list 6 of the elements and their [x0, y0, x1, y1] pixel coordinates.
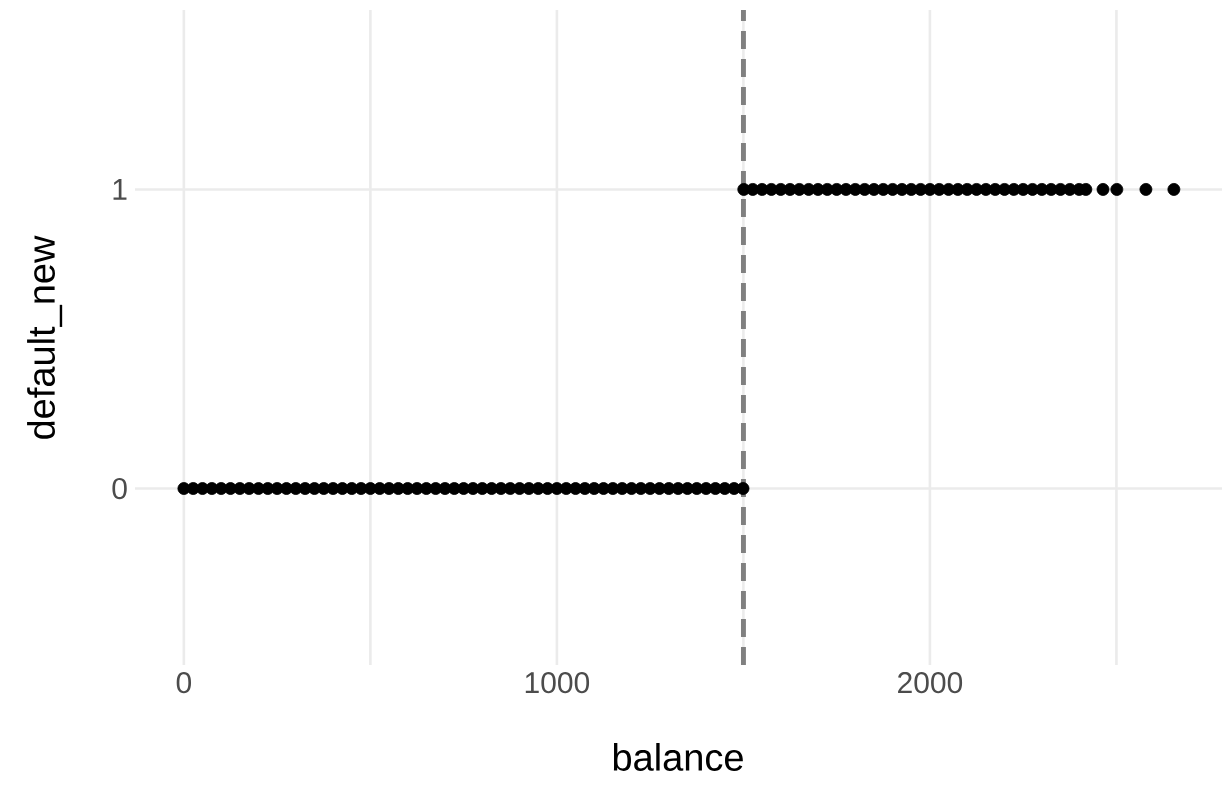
x-tick-label: 2000	[898, 672, 963, 694]
x-tick-label: 1000	[525, 672, 590, 694]
x-axis-title: balance	[613, 743, 743, 771]
y-axis-title: default_new	[27, 235, 63, 439]
y-tick-label: 1	[113, 179, 127, 200]
x-tick-label: 0	[176, 672, 192, 694]
